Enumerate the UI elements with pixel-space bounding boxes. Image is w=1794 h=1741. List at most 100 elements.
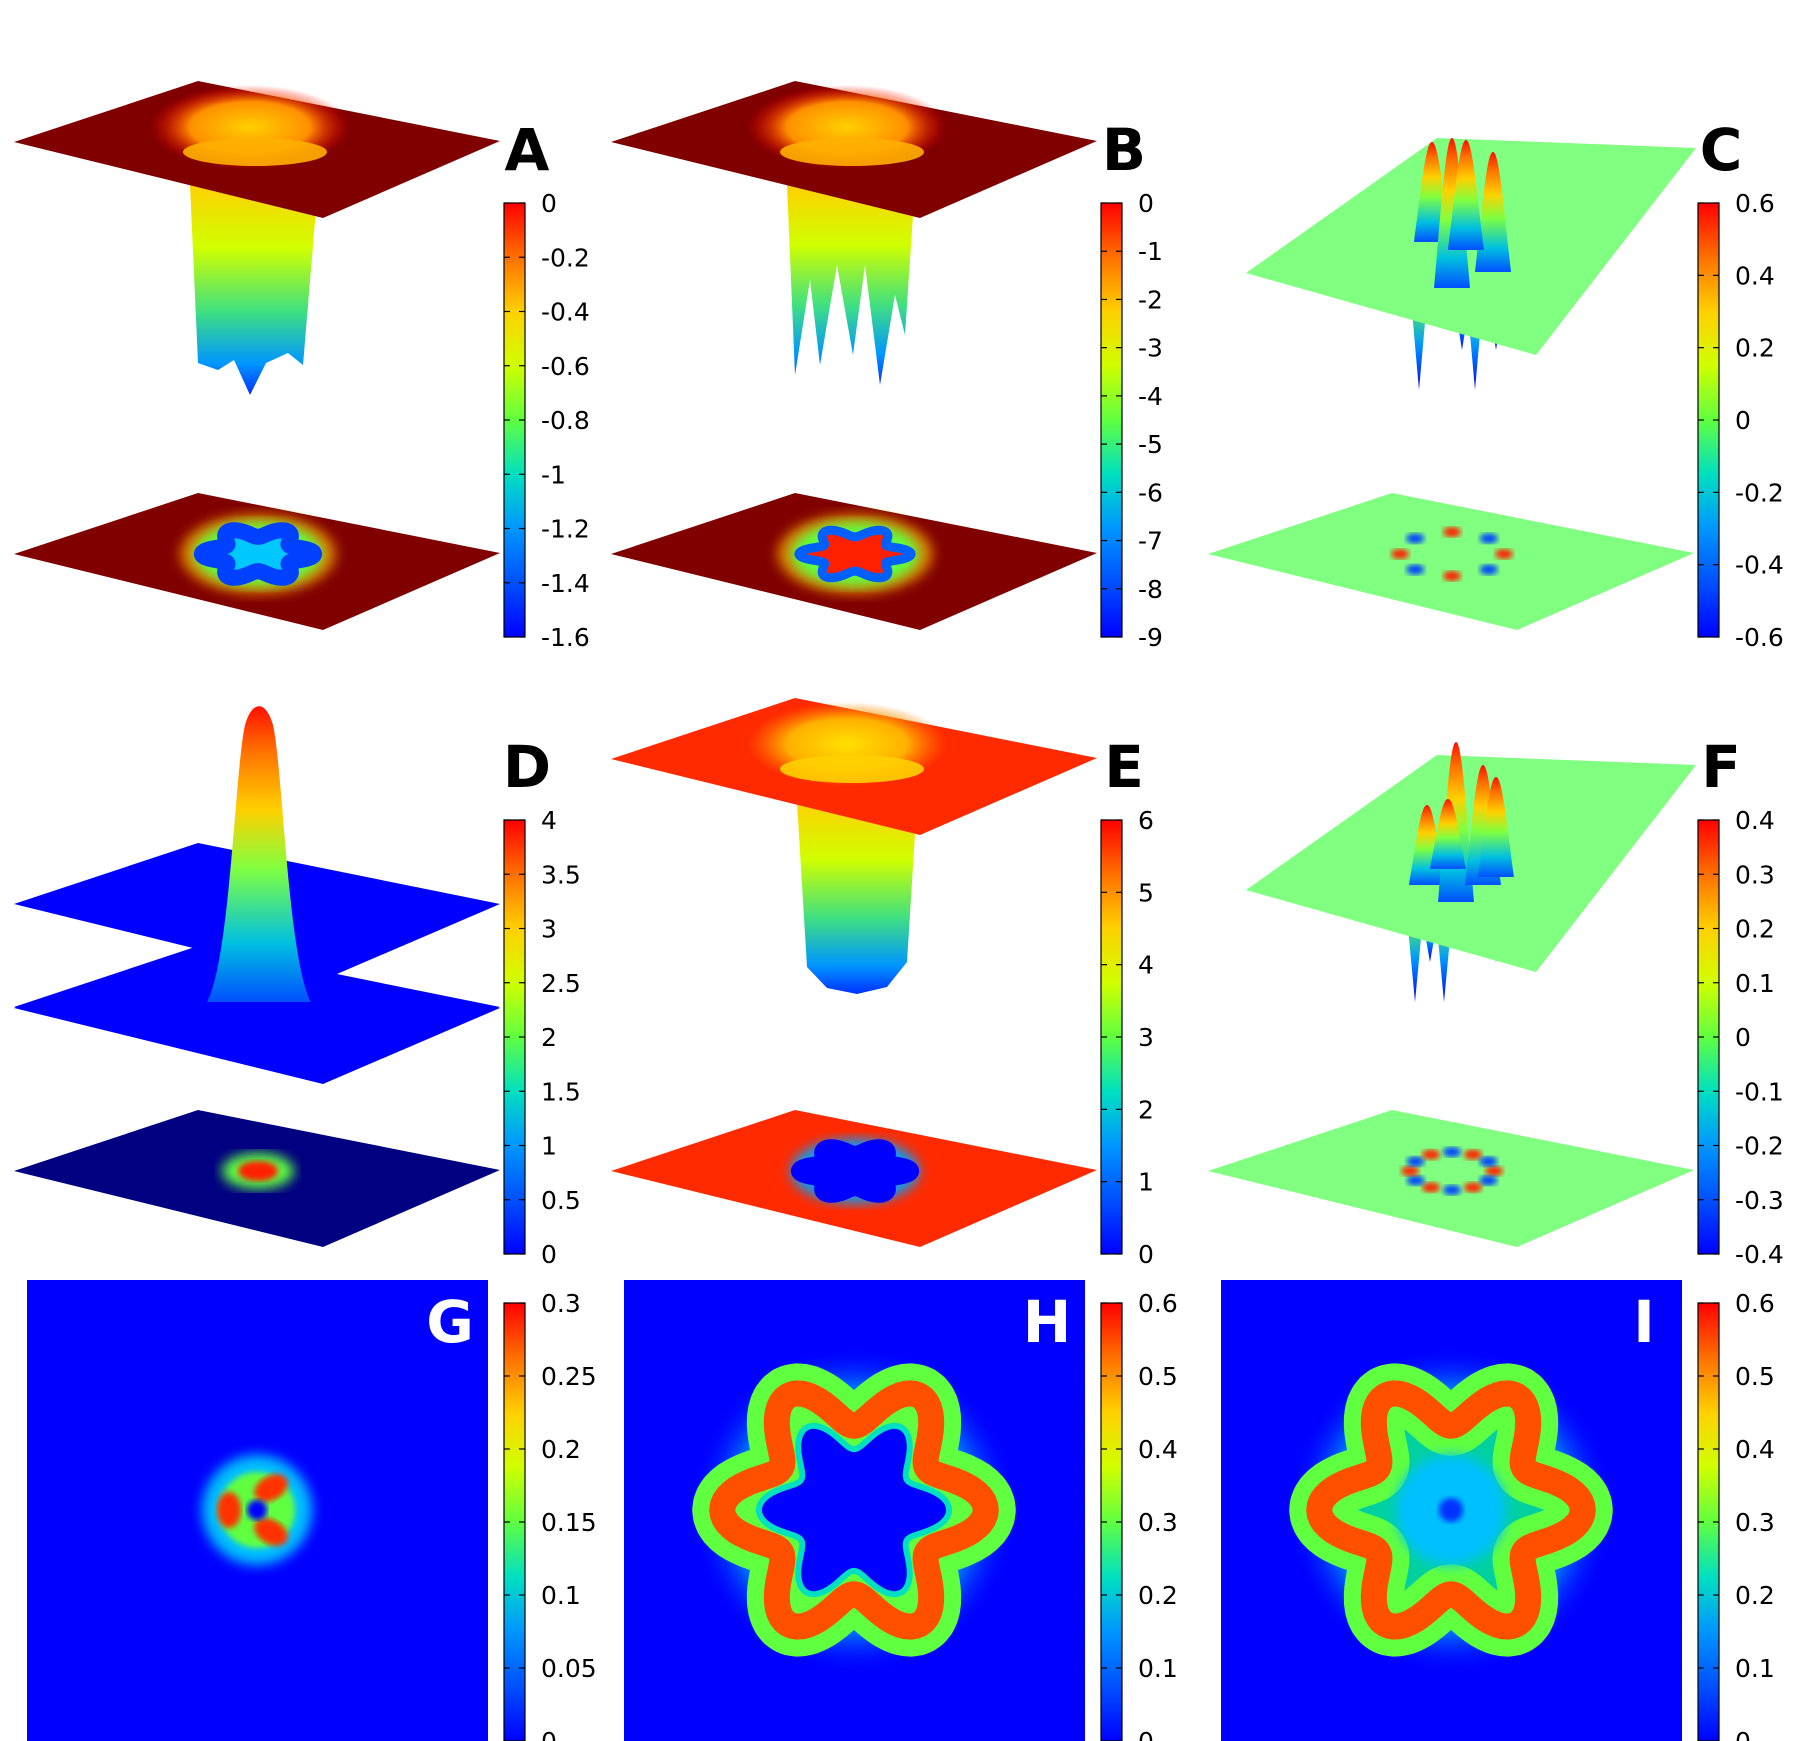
panel-h-tick-label: 0: [1138, 1727, 1154, 1741]
panel-c-tick-label: 0: [1735, 406, 1751, 435]
panel-c-lobe: [1479, 533, 1498, 544]
panel-b-well: [787, 185, 915, 385]
panel-d-tick-label: 3.5: [541, 860, 581, 889]
panel-d-projection: [14, 1110, 500, 1247]
panels-layer: A 0 -0.2 -0.4 -0.6 -0.8 -1 -1.2 -1.4 -1.6 B 0 -1 -2 -3…: [14, 81, 1784, 1741]
panel-a-ring: [193, 522, 323, 586]
panel-g-tick-label: 0.15: [541, 1508, 597, 1537]
panel-c-lobe: [1406, 533, 1425, 544]
panel-f: F 0.4 0.3 0.2 0.1 0 -0.1 -0.2 -0.3 -0.4: [1208, 733, 1784, 1269]
panel-f-surface: [1246, 742, 1696, 1002]
panel-a: A 0 -0.2 -0.4 -0.6 -0.8 -1 -1.2 -1.4 -1.6: [14, 81, 590, 652]
panel-f-lobe: [1485, 1166, 1503, 1176]
panel-c-peak: [1434, 138, 1470, 288]
panel-g-lobe: [217, 1492, 241, 1528]
panel-h: H 0.6 0.5 0.4 0.3 0.2 0.1 0: [624, 1280, 1178, 1741]
panel-h-tick-label: 0.2: [1138, 1581, 1178, 1610]
panel-i-tick-label: 0.2: [1735, 1581, 1775, 1610]
panel-i-ring: [1306, 1380, 1596, 1640]
panel-f-projection: [1208, 1110, 1694, 1247]
panel-d-peak: [207, 706, 311, 1002]
panel-e-tick-label: 5: [1138, 878, 1154, 907]
panel-e-well: [797, 802, 917, 994]
panel-i-tick-label: 0: [1735, 1727, 1751, 1741]
panel-e-tick-label: 1: [1138, 1168, 1154, 1197]
panel-c-tick-label: 0.4: [1735, 261, 1775, 290]
panel-f-lobe: [1422, 1182, 1440, 1193]
panel-e-tick-label: 2: [1138, 1095, 1154, 1124]
panel-f-lobe: [1464, 1149, 1482, 1160]
panel-d-label: D: [503, 733, 551, 801]
panel-g-lobe: [254, 1474, 288, 1502]
panel-f-lobe: [1401, 1166, 1419, 1176]
panel-d-surface-plane: [14, 947, 500, 1084]
panel-g: G 0.3 0.25 0.2 0.15 0.1 0.05 0: [27, 1280, 597, 1741]
panel-b-tick-label: -6: [1138, 478, 1163, 507]
panel-c-lobe: [1495, 549, 1513, 559]
panel-g-tick-label: 0.05: [541, 1654, 597, 1683]
panel-f-lobe: [1464, 1182, 1482, 1193]
panel-a-well: [190, 185, 318, 395]
panel-f-lobe: [1443, 1185, 1461, 1195]
panel-c-tick-label: -0.6: [1735, 623, 1784, 652]
panel-f-peak: [1430, 799, 1466, 869]
panel-b-tick-label: -8: [1138, 575, 1163, 604]
panel-c: C 0.6 0.4 0.2 0 -0.2 -0.4 -0.6: [1208, 116, 1784, 652]
panel-i-heatmap: [1286, 1345, 1616, 1675]
panel-b-tick-label: -5: [1138, 430, 1163, 459]
panel-b-tick-label: -4: [1138, 382, 1163, 411]
panel-g-tick-label: 0: [541, 1727, 557, 1741]
panel-h-ring: [709, 1380, 999, 1640]
panel-b-projection: [611, 493, 1097, 630]
panel-a-tick-label: -1.4: [541, 569, 590, 598]
panel-f-lobe: [1479, 1175, 1498, 1186]
panel-h-label: H: [1023, 1288, 1072, 1356]
panel-f-lobe: [1406, 1156, 1425, 1167]
panel-f-projection-plane: [1208, 1110, 1694, 1247]
panel-i-tick-label: 0.3: [1735, 1508, 1775, 1537]
panel-g-tick-label: 0.1: [541, 1581, 581, 1610]
panel-f-lobe: [1443, 1147, 1461, 1157]
panel-i-tick-label: 0.5: [1735, 1362, 1775, 1391]
panel-a-tick-label: 0: [541, 189, 557, 218]
panel-c-label: C: [1700, 116, 1743, 184]
panel-f-tick-label: 0.3: [1735, 860, 1775, 889]
panel-b-tick-label: -7: [1138, 527, 1163, 556]
panel-d-tick-label: 0: [541, 1240, 557, 1269]
panel-a-tick-label: -0.4: [541, 298, 590, 327]
panel-c-lobe: [1479, 564, 1498, 575]
panel-g-lobe: [254, 1518, 288, 1546]
panel-d-tick-label: 1: [541, 1132, 557, 1161]
panel-e-label: E: [1104, 733, 1144, 801]
panel-f-tick-label: 0: [1735, 1023, 1751, 1052]
panel-c-peak: [1448, 140, 1484, 250]
panel-a-tick-label: -0.2: [541, 243, 590, 272]
panel-d-tick-label: 3: [541, 915, 557, 944]
panel-b-tick-label: -2: [1138, 285, 1163, 314]
panel-b-crater-rim: [780, 138, 924, 166]
panel-c-peak: [1475, 152, 1511, 272]
panel-a-tick-label: -1.6: [541, 623, 590, 652]
panel-h-tick-label: 0.5: [1138, 1362, 1178, 1391]
panel-h-tick-label: 0.4: [1138, 1435, 1178, 1464]
panel-i-tick-label: 0.6: [1735, 1289, 1775, 1318]
panel-b-tick-label: 0: [1138, 189, 1154, 218]
panel-e-tick-label: 0: [1138, 1240, 1154, 1269]
panel-c-projection-plane: [1208, 493, 1694, 630]
panel-g-centre: [247, 1500, 267, 1520]
panel-a-tick-label: -1: [541, 460, 566, 489]
panel-i-centre: [1439, 1498, 1463, 1522]
panel-g-tick-label: 0.25: [541, 1362, 597, 1391]
panel-e: E 6 5 4 3 2 1 0: [611, 698, 1154, 1269]
panel-f-lobe: [1479, 1156, 1498, 1167]
panel-e-ring: [790, 1139, 920, 1203]
panel-e-tick-label: 3: [1138, 1023, 1154, 1052]
panel-f-peak: [1478, 777, 1514, 877]
panel-b-surface: [611, 81, 1097, 385]
panel-h-tick-label: 0.6: [1138, 1289, 1178, 1318]
panel-h-tick-label: 0.1: [1138, 1654, 1178, 1683]
panel-f-tick-label: 0.2: [1735, 915, 1775, 944]
panel-a-tick-label: -0.6: [541, 352, 590, 381]
panel-a-label: A: [505, 116, 550, 184]
panel-h-inner-edge: [755, 1422, 953, 1598]
